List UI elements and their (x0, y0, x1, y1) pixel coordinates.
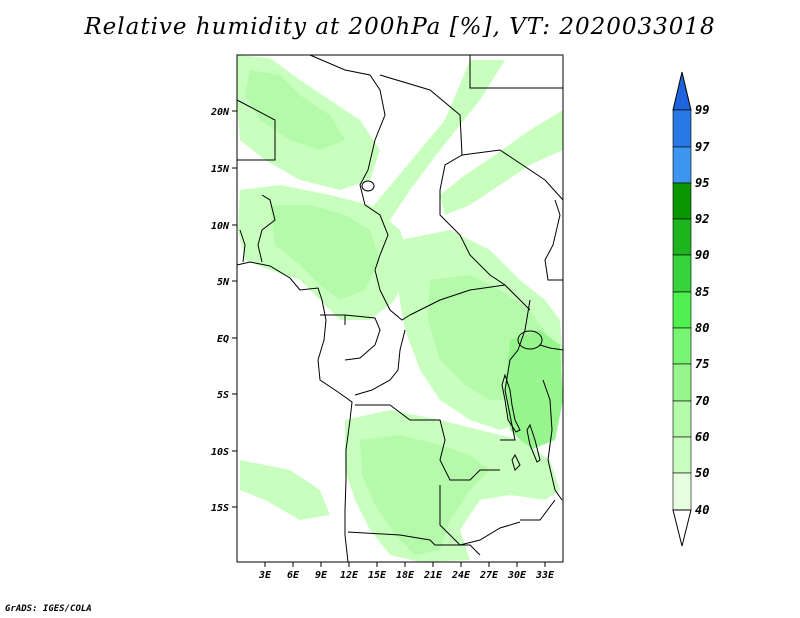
lon-label-27e: 27E (479, 570, 499, 581)
chart-title: Relative humidity at 200hPa [%], VT: 202… (84, 14, 716, 40)
lon-label-24e: 24E (451, 570, 471, 581)
lon-label-3e: 3E (258, 570, 272, 581)
colorbar-label-95: 95 (695, 176, 709, 190)
colorbar-label-40: 40 (695, 503, 709, 517)
colorbar-label-50: 50 (695, 466, 709, 480)
lat-label-10s: 10S (211, 447, 229, 458)
humidity-field (237, 55, 563, 562)
colorbar-segment-95-97 (672, 146, 692, 184)
colorbar-label-60: 60 (695, 430, 709, 444)
grads-credit: GrADS: IGES/COLA (5, 604, 92, 614)
colorbar-segment-60-70 (672, 400, 692, 438)
colorbar-segment-80-85 (672, 291, 692, 329)
colorbar-segment-75-80 (672, 327, 692, 365)
colorbar-segment-50-60 (672, 436, 692, 474)
colorbar-top-arrow (672, 71, 692, 111)
colorbar-segment-97-99 (672, 109, 692, 148)
humidity-region-west-central-core (270, 205, 380, 300)
humidity-region-great-lakes (505, 330, 563, 450)
lon-label-12e: 12E (340, 570, 359, 581)
colorbar-label-90: 90 (695, 248, 709, 262)
humidity-region-northeast (360, 60, 505, 250)
lon-label-30e: 30E (507, 570, 527, 581)
colorbar-label-97: 97 (695, 140, 710, 154)
colorbar-segment-85-90 (672, 254, 692, 293)
colorbar-label-80: 80 (695, 321, 709, 335)
longitude-axis: 3E 6E 9E 12E 15E 18E 21E 24E 27E 30E 33E (258, 562, 555, 581)
lon-label-18e: 18E (396, 570, 415, 581)
humidity-region-east-band (440, 110, 563, 215)
lat-label-20n: 20N (210, 107, 230, 118)
colorbar-label-70: 70 (695, 394, 709, 408)
colorbar-segment-40-50 (672, 472, 692, 511)
colorbar-segment-90-92 (672, 218, 692, 256)
lon-label-15e: 15E (368, 570, 387, 581)
map-frame (236, 54, 564, 563)
humidity-region-south-west (240, 460, 330, 520)
country-borders (236, 54, 564, 563)
lat-label-5n: 5N (217, 277, 230, 288)
lon-label-21e: 21E (423, 570, 443, 581)
lakes (361, 180, 543, 471)
colorbar-bottom-arrow (672, 509, 692, 547)
colorbar-label-75: 75 (695, 357, 709, 371)
colorbar: 99 97 95 92 90 85 80 75 70 60 50 40 (672, 71, 710, 547)
lon-label-33e: 33E (535, 570, 555, 581)
lat-label-15n: 15N (211, 164, 230, 175)
lat-label-5s: 5S (217, 390, 229, 401)
colorbar-label-92: 92 (695, 212, 709, 226)
lon-label-6e: 6E (287, 570, 300, 581)
colorbar-segment-70-75 (672, 363, 692, 402)
humidity-region-south-core (360, 435, 490, 555)
humidity-region-northwest-core (245, 70, 345, 150)
colorbar-segment-92-95 (672, 182, 692, 220)
lon-label-9e: 9E (315, 570, 328, 581)
lat-label-10n: 10N (211, 221, 230, 232)
colorbar-label-99: 99 (695, 103, 709, 117)
lat-label-eq: EQ (217, 334, 229, 345)
lat-label-15s: 15S (211, 503, 229, 514)
latitude-axis: 20N 15N 10N 5N EQ 5S 10S 15S (210, 107, 237, 514)
colorbar-label-85: 85 (695, 285, 709, 299)
